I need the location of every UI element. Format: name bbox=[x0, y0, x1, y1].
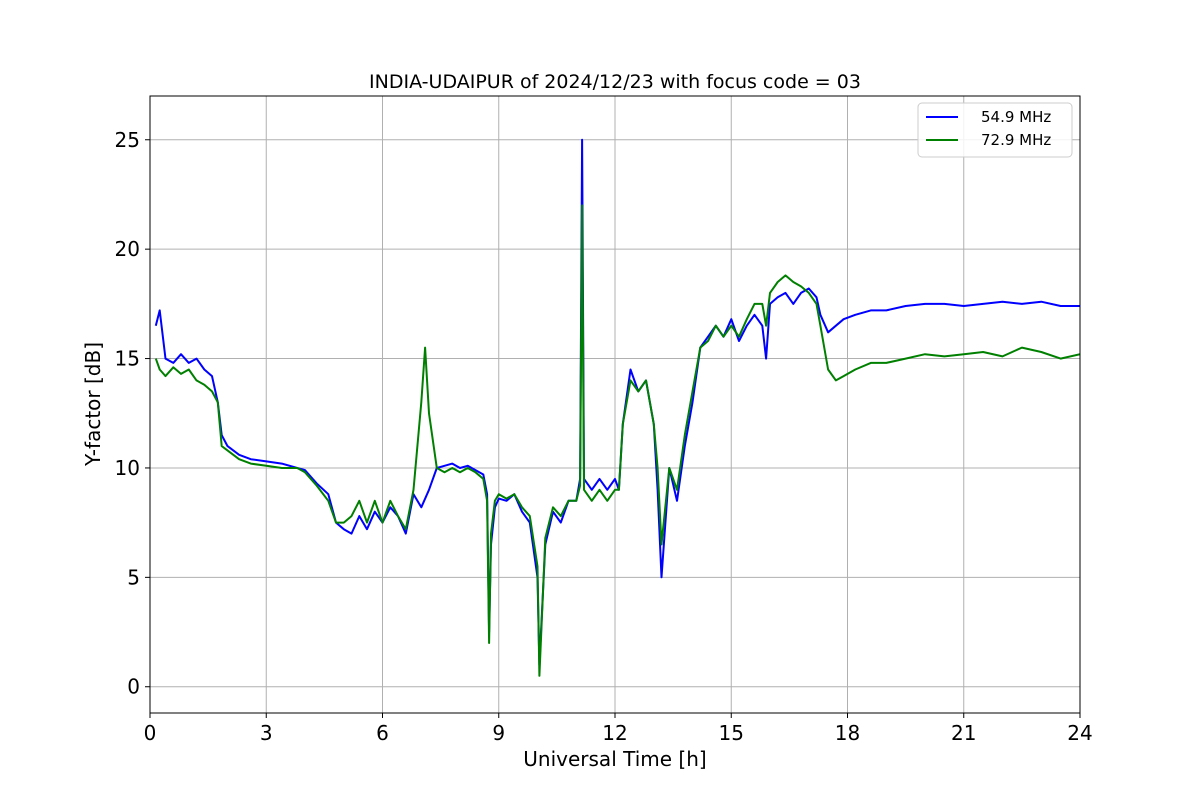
y-tick-label: 0 bbox=[127, 675, 140, 699]
y-axis-label: Y-factor [dB] bbox=[81, 342, 105, 467]
x-tick-label: 18 bbox=[835, 721, 860, 745]
series-line-1 bbox=[154, 204, 1080, 677]
y-tick-label: 10 bbox=[115, 456, 140, 480]
x-tick-label: 24 bbox=[1067, 721, 1092, 745]
x-tick-label: 9 bbox=[492, 721, 505, 745]
x-tick-label: 15 bbox=[719, 721, 744, 745]
y-tick-label: 20 bbox=[115, 237, 140, 261]
ticks: 0 3 6 9 12 15 18 21 24 0 5 10 15 20 25 bbox=[115, 128, 1093, 745]
y-tick-label: 5 bbox=[127, 565, 140, 589]
y-tick-label: 25 bbox=[115, 128, 140, 152]
y-tick-label: 15 bbox=[115, 347, 140, 371]
legend-label-72-9: 72.9 MHz bbox=[981, 131, 1051, 149]
x-axis-label: Universal Time [h] bbox=[523, 747, 706, 771]
series-layer bbox=[154, 138, 1080, 677]
x-tick-label: 6 bbox=[376, 721, 389, 745]
x-tick-label: 12 bbox=[602, 721, 627, 745]
x-tick-label: 21 bbox=[951, 721, 976, 745]
chart-title: INDIA-UDAIPUR of 2024/12/23 with focus c… bbox=[369, 71, 861, 93]
legend-label-54-9: 54.9 MHz bbox=[981, 108, 1051, 126]
x-tick-label: 0 bbox=[144, 721, 157, 745]
legend: 54.9 MHz 72.9 MHz bbox=[917, 102, 1073, 158]
x-tick-label: 3 bbox=[260, 721, 273, 745]
